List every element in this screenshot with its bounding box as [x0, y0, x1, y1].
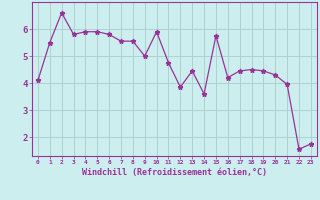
X-axis label: Windchill (Refroidissement éolien,°C): Windchill (Refroidissement éolien,°C): [82, 168, 267, 177]
